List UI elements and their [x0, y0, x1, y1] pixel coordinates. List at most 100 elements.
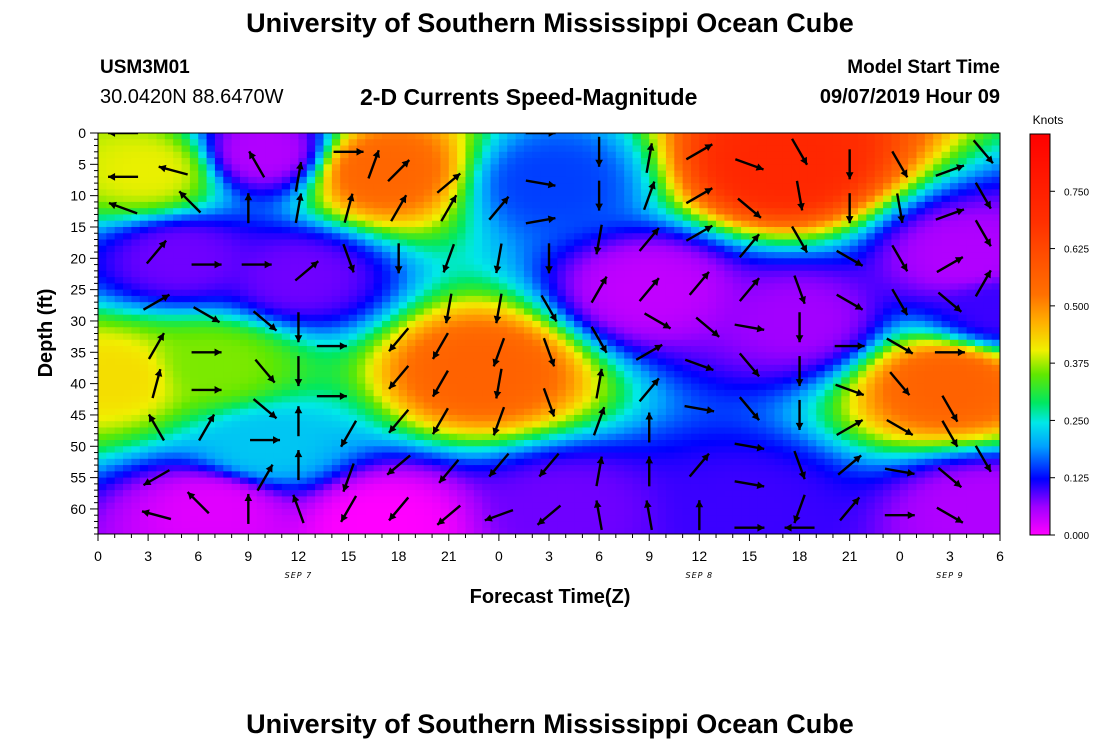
current-vector — [845, 193, 854, 224]
current-vector — [192, 306, 221, 324]
x-tick-label: 15 — [742, 548, 758, 564]
current-vector — [158, 164, 188, 176]
current-vector — [595, 136, 603, 167]
colorbar-tick-label: 0.125 — [1064, 474, 1089, 485]
colorbar-tick-label: 0.000 — [1064, 531, 1089, 542]
y-axis: 0 5 10 15 20 25 30 35 40 45 50 55 60 — [70, 125, 98, 535]
current-vector — [738, 352, 761, 378]
current-vector — [836, 249, 864, 267]
current-vector — [142, 293, 171, 311]
current-vector — [734, 523, 765, 532]
current-vector — [684, 404, 715, 414]
current-vector — [734, 158, 764, 171]
current-vector — [974, 219, 992, 247]
current-vector — [493, 293, 503, 324]
x-tick-label: 18 — [792, 548, 808, 564]
current-vector — [292, 494, 305, 524]
current-vector — [178, 190, 202, 214]
x-tick-label: 18 — [391, 548, 407, 564]
current-vector — [590, 276, 608, 304]
current-vector — [108, 201, 138, 215]
current-vector — [635, 343, 663, 361]
current-vector — [141, 509, 172, 521]
x-tick-label: 0 — [94, 548, 102, 564]
current-vector — [488, 195, 510, 221]
current-vector — [688, 452, 710, 478]
x-tick-label: 9 — [244, 548, 252, 564]
current-vector — [186, 491, 210, 515]
current-vector — [147, 413, 166, 442]
current-vector — [191, 386, 222, 394]
current-vector — [972, 139, 994, 165]
current-vector — [593, 500, 603, 531]
current-vector — [333, 147, 364, 156]
current-vector — [536, 504, 562, 526]
colorbar-tick-label: 0.375 — [1064, 359, 1089, 370]
footer-title: University of Southern Mississippi Ocean… — [246, 709, 854, 739]
current-vector — [252, 310, 278, 332]
current-vector — [837, 454, 862, 476]
x-tick-label: 6 — [996, 548, 1004, 564]
current-vector — [367, 149, 380, 179]
current-vector — [795, 356, 804, 387]
current-vector — [142, 469, 171, 487]
current-vector — [493, 243, 503, 274]
current-vector — [937, 291, 963, 313]
model-start-label: Model Start Time — [847, 57, 1000, 78]
current-vector — [488, 452, 510, 478]
current-vector — [254, 358, 276, 384]
current-vector — [895, 193, 905, 224]
current-vector — [431, 332, 449, 360]
plot-title: 2-D Currents Speed-Magnitude — [360, 84, 698, 110]
current-vector — [734, 323, 765, 333]
y-tick-label: 10 — [70, 188, 86, 204]
current-vector — [436, 504, 462, 526]
current-vector — [638, 277, 660, 302]
current-vector — [974, 182, 992, 210]
current-vector — [891, 150, 909, 178]
speed-heatmap — [98, 133, 1000, 534]
current-vector — [525, 133, 556, 137]
current-vector — [540, 294, 558, 323]
current-vector — [886, 418, 914, 437]
current-vector — [388, 496, 410, 522]
current-vector — [638, 227, 660, 252]
current-vector — [108, 173, 139, 181]
current-vector — [198, 413, 216, 442]
current-vector — [294, 312, 303, 343]
current-vector — [638, 377, 660, 403]
current-vector — [795, 312, 804, 343]
current-vector — [936, 256, 964, 274]
current-vector — [256, 464, 274, 492]
current-vector — [484, 508, 514, 522]
current-vector — [734, 480, 765, 490]
x-tick-label: 12 — [692, 548, 708, 564]
current-vector — [644, 500, 654, 531]
current-vector — [884, 467, 915, 477]
current-vector — [431, 407, 449, 435]
current-vector — [438, 459, 460, 484]
current-vector — [974, 445, 992, 473]
current-vector — [684, 358, 714, 372]
current-vector — [147, 332, 166, 360]
colorbar-tick-label: 0.250 — [1064, 416, 1089, 427]
current-vector — [643, 312, 672, 330]
current-vector — [834, 342, 865, 350]
x-tick-label: 0 — [896, 548, 904, 564]
current-vector — [248, 150, 266, 178]
current-vector — [793, 275, 806, 305]
current-vector — [891, 288, 909, 316]
current-vector — [791, 225, 809, 254]
current-vector — [525, 179, 556, 189]
y-axis-label: Depth (ft) — [35, 289, 57, 378]
current-vector — [592, 406, 606, 436]
current-vector — [935, 164, 965, 177]
current-vector — [191, 260, 222, 269]
current-vector — [795, 180, 805, 211]
current-vector — [343, 193, 355, 223]
current-vector — [492, 406, 506, 436]
current-vector — [316, 392, 347, 400]
x-tick-label: 6 — [595, 548, 603, 564]
current-vector — [886, 337, 914, 355]
current-vector — [734, 442, 765, 452]
